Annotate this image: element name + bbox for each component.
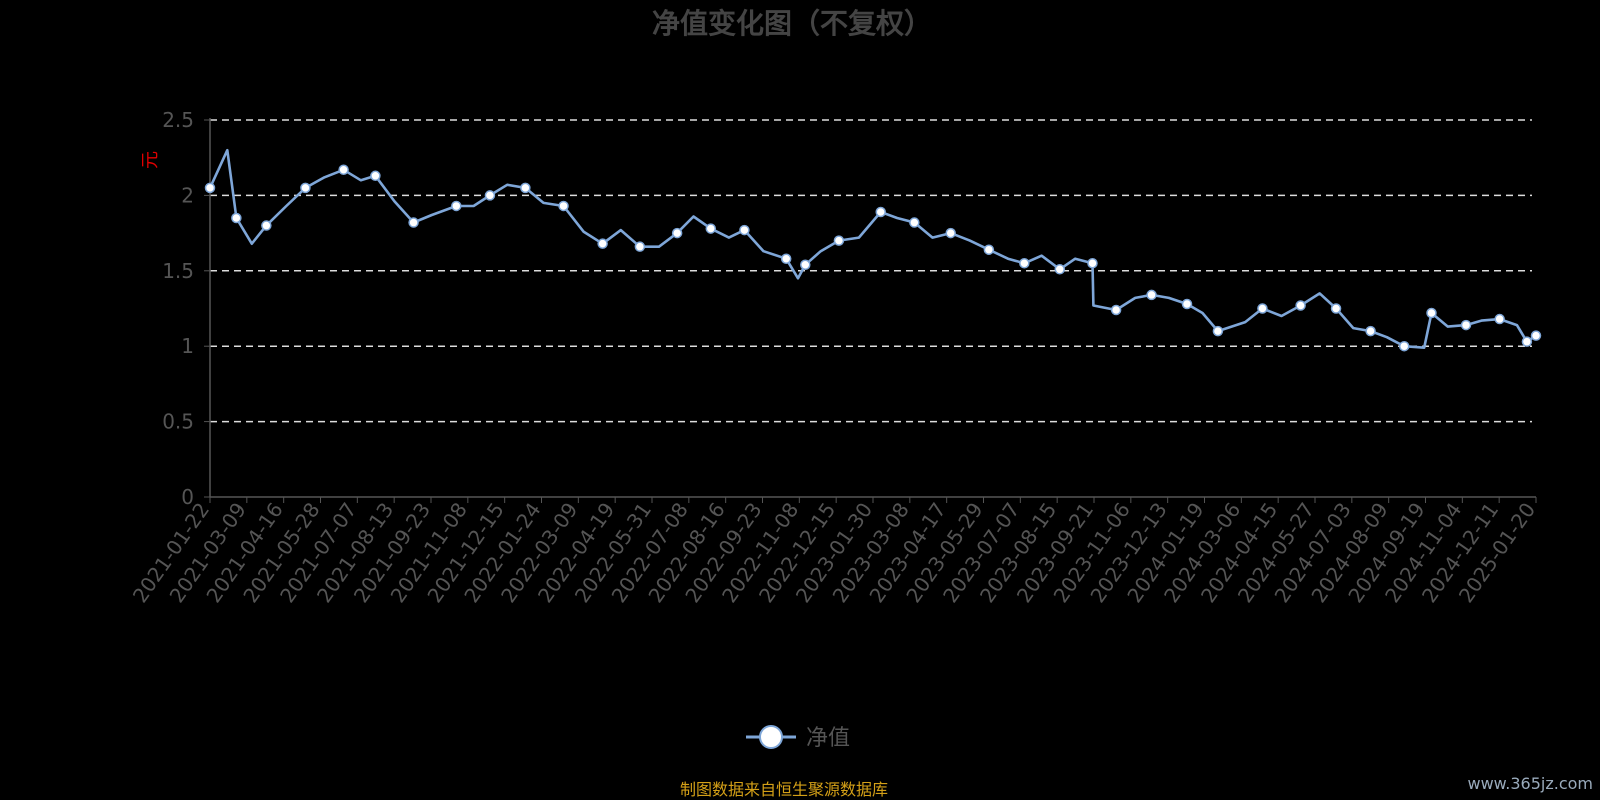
data-point xyxy=(451,200,462,212)
data-point xyxy=(1530,330,1542,341)
data-point xyxy=(1054,264,1066,275)
series-group xyxy=(204,148,1542,352)
data-point xyxy=(370,170,381,182)
data-point xyxy=(261,220,272,231)
data-point xyxy=(875,206,886,218)
data-point xyxy=(739,224,750,236)
data-point xyxy=(231,212,242,224)
data-point xyxy=(983,244,995,255)
y-tick-label: 2.5 xyxy=(162,108,194,132)
data-point xyxy=(705,223,717,234)
legend-label: 净值 xyxy=(806,726,850,751)
data-point xyxy=(558,200,569,212)
data-point xyxy=(780,253,792,264)
data-point xyxy=(484,190,496,201)
data-point xyxy=(945,227,956,239)
data-point xyxy=(520,182,531,194)
y-axis-ticks: 0 0.5 1 1.5 2 2.5 xyxy=(162,108,210,509)
data-point xyxy=(338,164,349,176)
data-point xyxy=(1521,336,1533,347)
data-point xyxy=(1110,304,1122,316)
data-point xyxy=(800,259,811,271)
data-point xyxy=(909,217,920,228)
data-source-note: 制图数据来自恒生聚源数据库 xyxy=(680,780,888,799)
data-point xyxy=(1494,313,1505,325)
watermark: www.365jz.com xyxy=(1467,774,1593,793)
data-point xyxy=(1426,307,1437,319)
legend[interactable]: 净值 xyxy=(746,725,850,751)
y-tick-label: 2 xyxy=(181,183,194,207)
data-point xyxy=(300,182,311,194)
data-point xyxy=(671,227,683,239)
data-point xyxy=(597,238,608,249)
data-point xyxy=(1295,300,1306,311)
x-axis-ticks: 2021-01-222021-03-092021-04-162021-05-28… xyxy=(128,497,1540,607)
data-point xyxy=(1398,340,1410,352)
data-point xyxy=(1087,258,1098,269)
data-point xyxy=(833,235,845,246)
data-point xyxy=(1181,298,1193,310)
data-point xyxy=(1019,258,1030,269)
data-point xyxy=(634,241,646,252)
data-point xyxy=(1365,325,1376,337)
data-point xyxy=(1212,325,1224,337)
y-tick-label: 1 xyxy=(181,334,194,358)
y-tick-label: 0.5 xyxy=(162,410,194,434)
grid-lines xyxy=(210,119,1532,423)
y-axis-unit-label: 元 xyxy=(140,151,161,169)
chart-title: 净值变化图（不复权） xyxy=(652,7,932,40)
y-tick-label: 0 xyxy=(181,485,194,509)
legend-marker xyxy=(759,725,783,749)
data-point xyxy=(204,182,216,194)
data-point xyxy=(1257,303,1268,314)
data-point xyxy=(408,217,419,228)
data-point xyxy=(1330,303,1342,314)
series-line xyxy=(208,148,1537,349)
y-tick-label: 1.5 xyxy=(162,259,194,283)
data-point xyxy=(1460,319,1472,331)
data-point xyxy=(1146,289,1157,301)
